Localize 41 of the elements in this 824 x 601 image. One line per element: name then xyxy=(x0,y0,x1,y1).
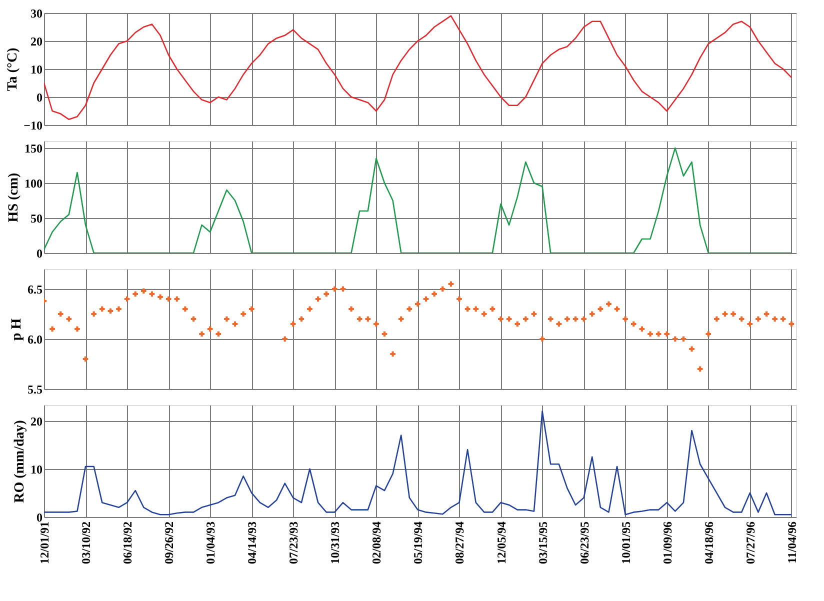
y-tick-label: 20 xyxy=(30,34,42,48)
x-tick-label: 07/23/93 xyxy=(286,522,301,564)
x-tick-label: 06/23/95 xyxy=(577,522,592,564)
x-tick-label: 12/01/91 xyxy=(38,522,52,564)
y-axis-title: Ta (°C) xyxy=(6,47,21,92)
y-tick-label: 0 xyxy=(36,510,42,524)
x-tick-label: 02/08/94 xyxy=(370,522,384,564)
x-tick-label: 03/15/95 xyxy=(536,522,550,564)
x-tick-label: 07/27/96 xyxy=(743,522,758,564)
y-tick-label: 0 xyxy=(36,246,42,260)
y-tick-label: 10 xyxy=(30,62,42,76)
line-series xyxy=(44,15,792,120)
y-axis-title: RO (mm/day) xyxy=(12,420,28,503)
x-tick-label: 01/04/93 xyxy=(204,522,218,564)
y-tick-label: 10 xyxy=(30,462,42,476)
x-tick-label: 03/10/92 xyxy=(79,522,94,564)
y-tick-label: 100 xyxy=(24,176,42,190)
line-series xyxy=(44,410,792,516)
x-tick-label: 01/09/96 xyxy=(660,522,674,564)
y-axis-title: HS (cm) xyxy=(6,172,22,222)
x-tick-label: 05/19/94 xyxy=(411,522,426,564)
x-tick-label: 09/26/92 xyxy=(162,522,176,564)
y-tick-label: 150 xyxy=(24,142,42,156)
y-tick-label: 0 xyxy=(36,90,42,104)
y-tick-label: 6.0 xyxy=(28,332,42,346)
y-tick-label: 6.5 xyxy=(28,282,42,296)
y-tick-label: 5.5 xyxy=(28,382,42,396)
x-tick-label: 08/27/94 xyxy=(452,522,467,564)
y-axis-title: p H xyxy=(10,318,24,341)
x-tick-label: 06/18/92 xyxy=(120,522,135,564)
x-tick-label: 10/31/93 xyxy=(328,522,342,564)
y-tick-label: 30 xyxy=(30,6,42,20)
x-tick-label: 04/14/93 xyxy=(245,522,260,564)
x-tick-label: 11/04/96 xyxy=(784,522,799,564)
y-tick-label: 50 xyxy=(30,212,42,226)
x-tick-label: 12/05/94 xyxy=(494,522,508,564)
x-tick-label: 10/01/95 xyxy=(618,522,633,564)
y-tick-label: −10 xyxy=(24,118,42,132)
y-tick-label: 20 xyxy=(30,414,42,428)
line-series xyxy=(44,147,792,253)
x-tick-label: 04/18/96 xyxy=(702,522,716,564)
